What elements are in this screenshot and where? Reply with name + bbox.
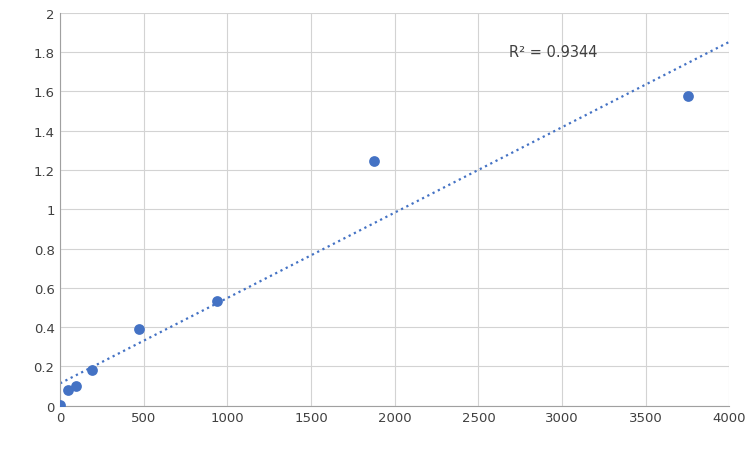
Point: [368, 158, 380, 165]
Point: [54, 401, 66, 409]
Point: [62, 387, 74, 394]
Point: [70, 382, 82, 390]
Point: [211, 297, 223, 304]
Point: [86, 367, 98, 374]
Point: [132, 326, 144, 333]
Point: [681, 93, 693, 101]
Text: R² = 0.9344: R² = 0.9344: [508, 45, 597, 60]
